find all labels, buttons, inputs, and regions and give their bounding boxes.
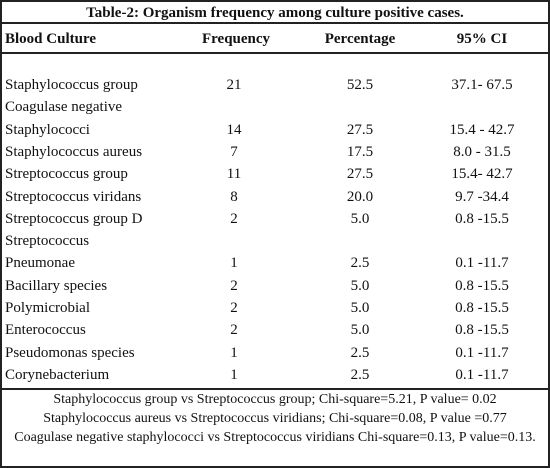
table-cell: 17.5 (346, 143, 374, 160)
organism-name: Polymicrobial (5, 300, 90, 316)
table-cell: 27.5 (346, 166, 374, 183)
table-cell: 2.5 (350, 344, 370, 361)
table-cell: 0.8 -15.5 (455, 322, 509, 339)
table-cell: 2 (230, 210, 238, 227)
footnotes: Staphylococcus group vs Streptococcus gr… (2, 390, 548, 447)
organism-name: Staphylococci (5, 121, 90, 138)
table-cell: 2 (230, 300, 238, 316)
table-cell: 20.0 (346, 188, 374, 205)
table-cell: 0.1 -11.7 (455, 366, 509, 383)
table-cell: 15.4- 42.7 (451, 166, 513, 183)
table-cell: 2.5 (350, 366, 370, 383)
table-cell: 1 (230, 344, 238, 361)
organism-name: Streptococcus (5, 233, 90, 250)
organism-name: Enterococcus (5, 322, 86, 339)
table-cell: 8 (230, 188, 238, 205)
table-cell: 11 (226, 166, 242, 183)
organism-name: Streptococcus viridans (5, 188, 142, 205)
table-cell: 15.4 - 42.7 (449, 121, 515, 138)
table-cell: 0.8 -15.5 (455, 210, 509, 227)
organism-name: Corynebacterium (5, 366, 110, 383)
table-bottom-rule (2, 388, 548, 390)
footnote-line: Coagulase negative staphylococci vs Stre… (14, 430, 536, 445)
table-cell: 37.1- 67.5 (451, 77, 513, 93)
column-header: Blood Culture (5, 31, 96, 47)
table-cell: 1 (230, 366, 238, 383)
organism-name: Coagulase negative (5, 99, 123, 116)
organism-name: Streptococcus group (5, 166, 128, 183)
column-header: 95% CI (456, 31, 508, 47)
table-cell: 5.0 (350, 210, 370, 227)
table-title: Table-2: Organism frequency among cultur… (2, 2, 548, 24)
footnote-line: Staphylococcus aureus vs Streptococcus v… (43, 411, 507, 426)
header-rule (2, 52, 548, 54)
table-cell: 5.0 (350, 300, 370, 316)
table-cell: 21 (226, 77, 242, 93)
organism-name: Staphylococcus group (5, 77, 138, 93)
organism-name: Streptococcus group D (5, 210, 143, 227)
column-header: Percentage (324, 31, 396, 47)
table-cell: 5.0 (350, 277, 370, 294)
table-cell: 0.1 -11.7 (455, 255, 509, 272)
table-cell: 1 (230, 255, 238, 272)
organism-name: Pseudomonas species (5, 344, 135, 361)
table-cell: 0.8 -15.5 (455, 277, 509, 294)
footnote-line: Staphylococcus group vs Streptococcus gr… (53, 392, 497, 407)
table-cell: 2 (230, 277, 238, 294)
table-cell: 0.1 -11.7 (455, 344, 509, 361)
column-header: Frequency (202, 31, 271, 47)
table-cell: 7 (230, 143, 238, 160)
table-cell: 2.5 (350, 255, 370, 272)
table-cell: 14 (226, 121, 242, 138)
table-cell: 2 (230, 322, 238, 339)
organism-name: Bacillary species (5, 277, 108, 294)
table-cell: 9.7 -34.4 (455, 188, 509, 205)
table-cell: 5.0 (350, 322, 370, 339)
table-cell: 52.5 (346, 77, 374, 93)
table-cell: 8.0 - 31.5 (453, 143, 511, 160)
organism-name: Staphylococcus aureus (5, 143, 143, 160)
organism-name: Pneumonae (5, 255, 75, 272)
table-cell: 27.5 (346, 121, 374, 138)
table-cell: 0.8 -15.5 (455, 300, 509, 316)
